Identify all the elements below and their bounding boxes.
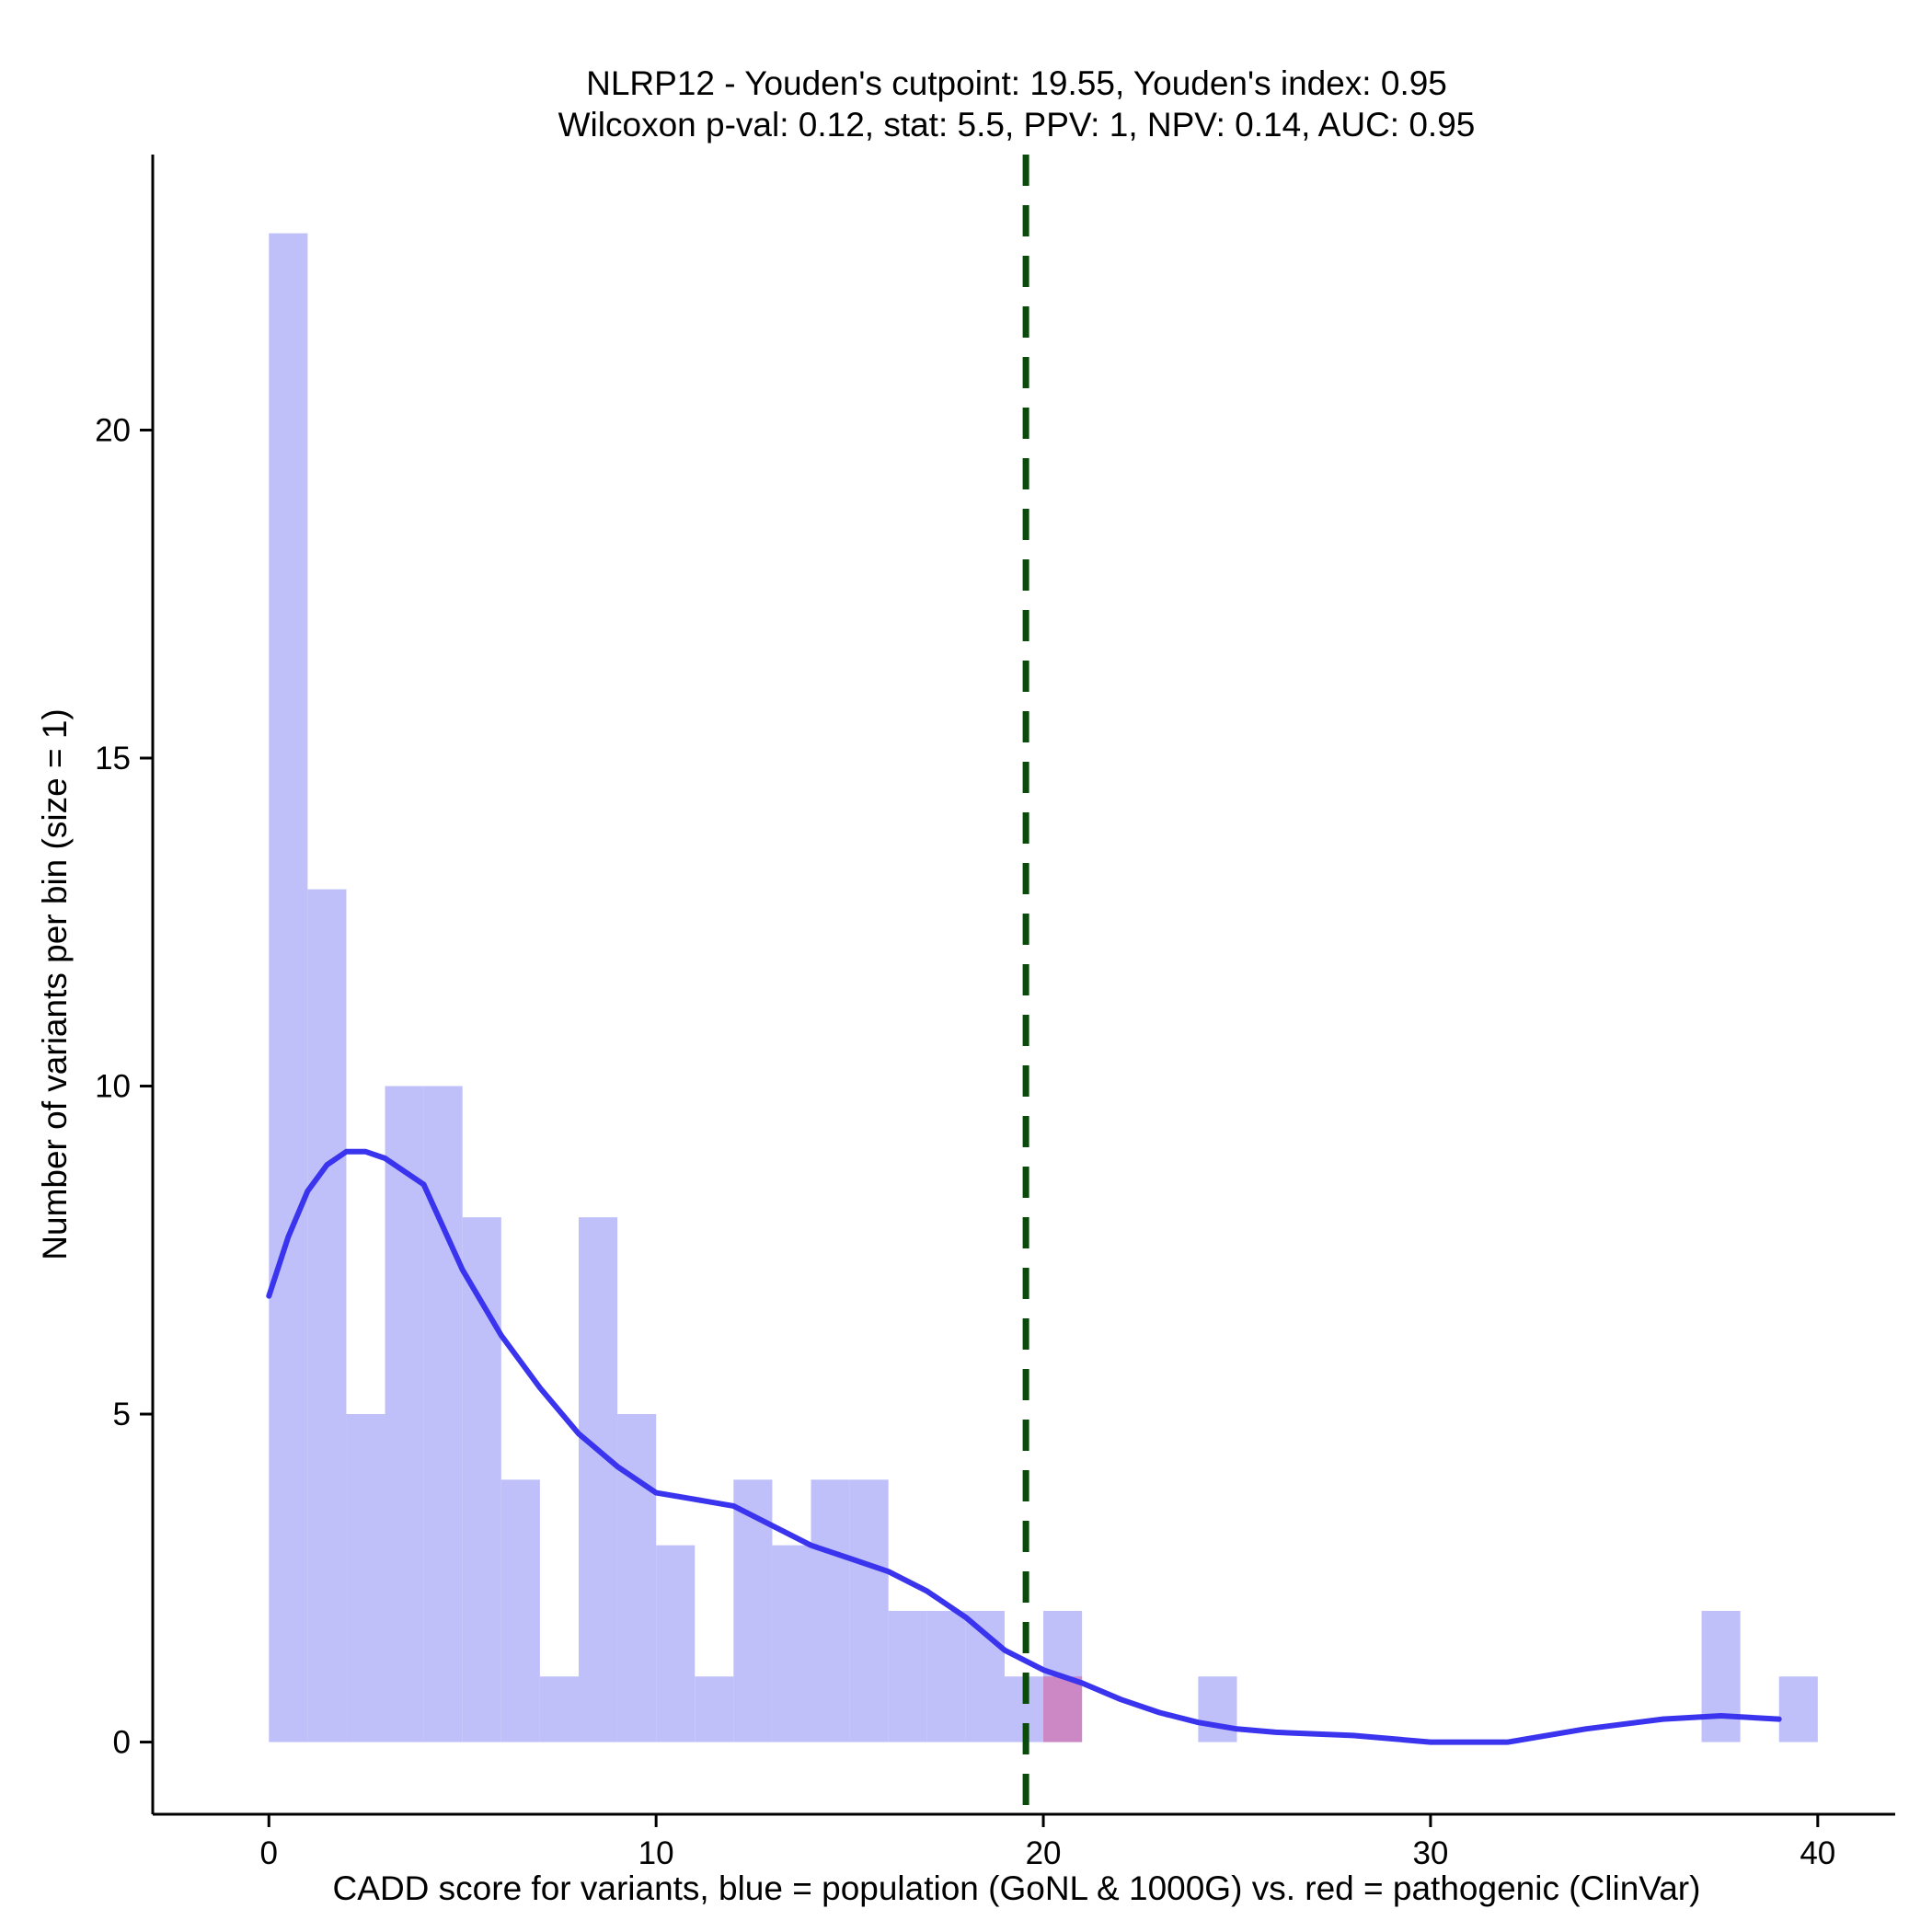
population-bar-3: [385, 1086, 424, 1742]
y-axis-label: Number of variants per bin (size = 1): [36, 708, 74, 1259]
population-bar-13: [772, 1545, 811, 1742]
x-tick-label: 20: [1026, 1835, 1062, 1871]
population-bar-0: [269, 233, 308, 1742]
population-bar-11: [695, 1676, 734, 1742]
y-tick-label: 0: [113, 1725, 131, 1761]
density-curve-group: [266, 1148, 1782, 1745]
x-tick-label: 30: [1412, 1835, 1448, 1871]
y-tick-label: 15: [95, 741, 131, 776]
population-bar-8: [578, 1217, 618, 1742]
population-bar-6: [500, 1479, 540, 1742]
population-bar-9: [617, 1414, 657, 1742]
y-tick-label: 10: [95, 1069, 131, 1105]
population-bar-10: [656, 1545, 696, 1742]
population-bar-4: [423, 1086, 463, 1742]
y-tick-label: 5: [113, 1397, 131, 1432]
chart-title-line2: Wilcoxon p-val: 0.12, stat: 5.5, PPV: 1,…: [558, 106, 1476, 144]
population-bar-16: [888, 1610, 927, 1742]
x-ticks: 0 10 20 30 40: [260, 1814, 1835, 1871]
x-tick-label: 40: [1800, 1835, 1835, 1871]
y-ticks: 0 5 10 15 20: [95, 412, 153, 1761]
x-axis-label: CADD score for variants, blue = populati…: [333, 1869, 1701, 1907]
population-bar-23: [1778, 1676, 1818, 1742]
population-bar-1: [307, 889, 347, 1742]
population-bar-22: [1701, 1610, 1741, 1742]
y-tick-label: 20: [95, 412, 131, 448]
population-bar-12: [733, 1479, 773, 1742]
population-bar-14: [811, 1479, 850, 1742]
population-bar-2: [346, 1414, 385, 1742]
population-bar-5: [462, 1217, 501, 1742]
pathogenic-bars: [1043, 1676, 1083, 1742]
pathogenic-bar-0: [1043, 1676, 1083, 1742]
population-bars: [269, 233, 1818, 1742]
population-bar-21: [1198, 1676, 1237, 1742]
population-bar-15: [849, 1479, 889, 1742]
x-tick-label: 0: [260, 1835, 278, 1871]
chart-title-line1: NLRP12 - Youden's cutpoint: 19.55, Youde…: [586, 64, 1447, 102]
population-bar-17: [926, 1610, 966, 1742]
population-bar-7: [539, 1676, 579, 1742]
x-tick-label: 10: [638, 1835, 674, 1871]
density-curve: [266, 1148, 1782, 1745]
